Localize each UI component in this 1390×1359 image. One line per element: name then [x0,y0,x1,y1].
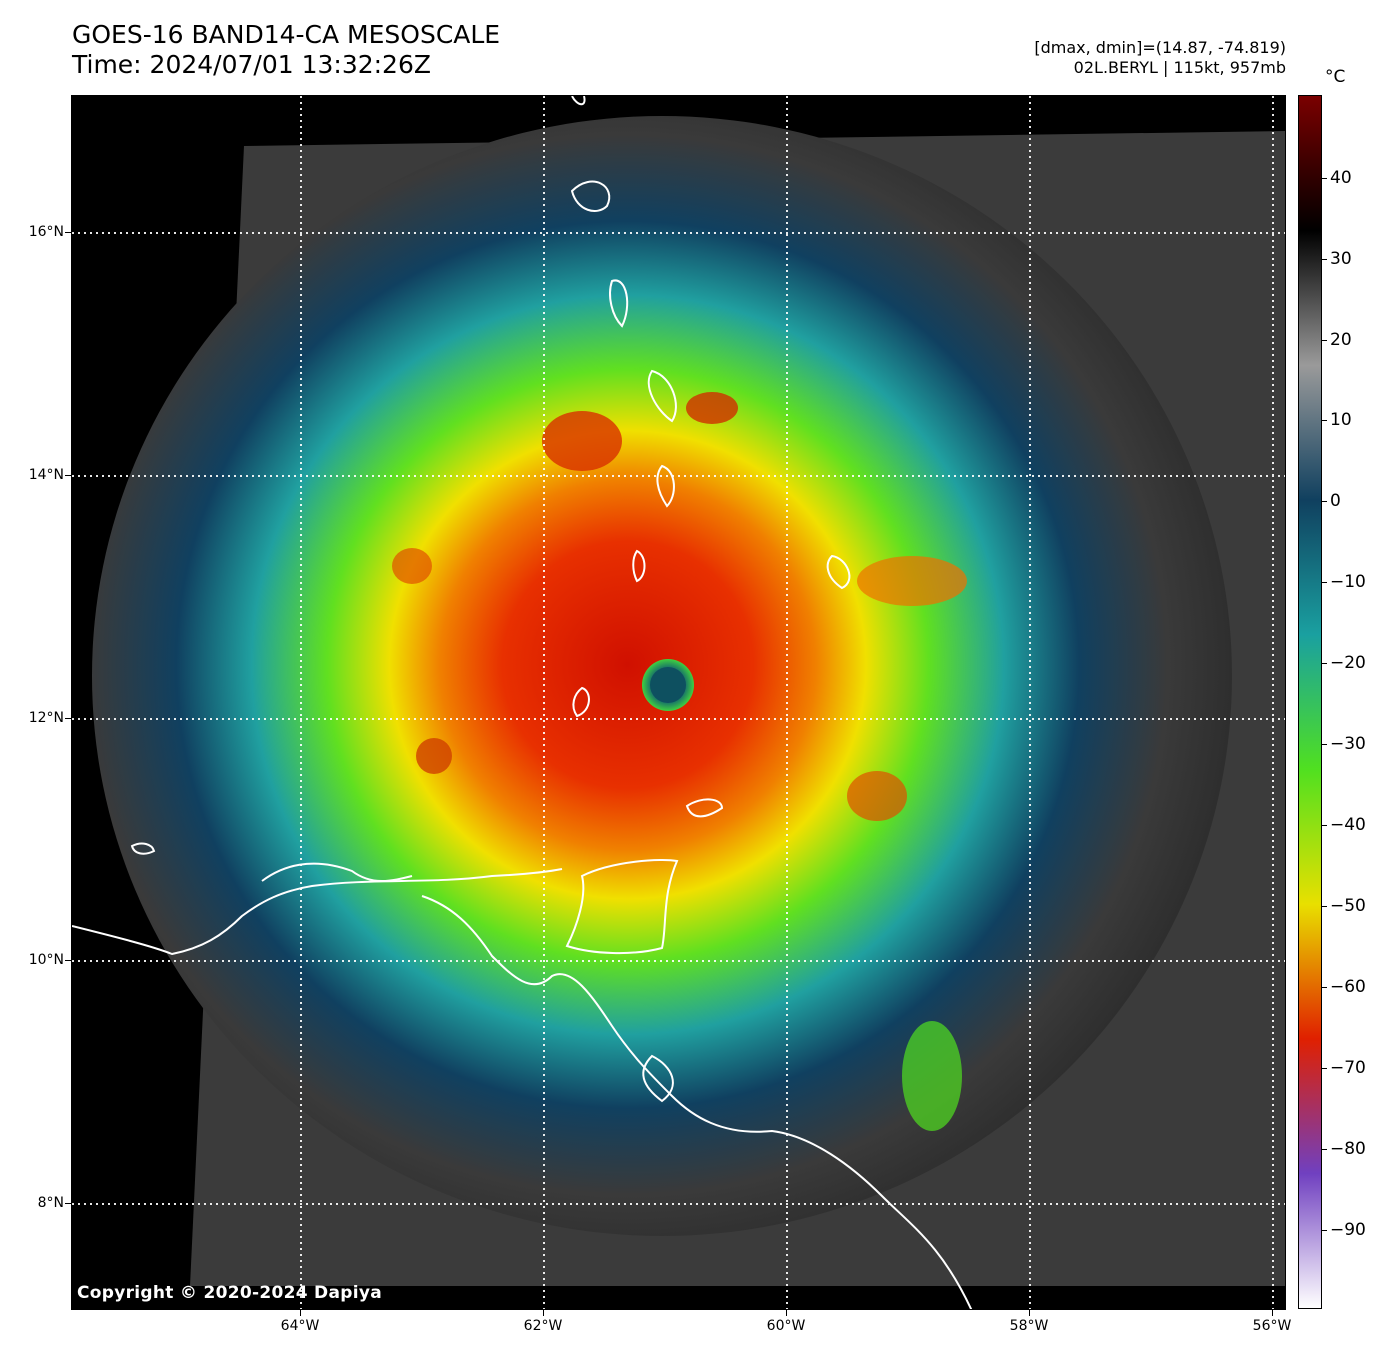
lon-label-58w: 58°W [1009,1318,1049,1334]
colorbar-label: 10 [1330,410,1352,430]
lat-tick [65,718,71,719]
colorbar-label: −30 [1330,734,1366,754]
colorbar-label: −70 [1330,1058,1366,1078]
figure-title: GOES-16 BAND14-CA MESOSCALE [72,20,501,49]
colorbar-label: −10 [1330,572,1366,592]
lat-label-16n: 16°N [28,224,64,240]
lat-tick [65,960,71,961]
copyright-text: Copyright © 2020-2024 Dapiya [77,1283,382,1303]
lon-tick [300,1310,301,1316]
colorbar-tick [1322,1230,1327,1231]
infrared-satellite-scene [72,96,1285,1309]
lat-label-10n: 10°N [28,952,64,968]
colorbar-tick [1322,501,1327,502]
lon-tick [1029,1310,1030,1316]
colorbar-label: 0 [1330,491,1341,511]
lon-label-64w: 64°W [280,1318,320,1334]
colorbar-tick [1322,420,1327,421]
figure-time: Time: 2024/07/01 13:32:26Z [72,50,431,79]
colorbar-label: 40 [1330,168,1352,188]
satellite-image [71,95,1286,1310]
lon-tick [786,1310,787,1316]
colorbar-label: 20 [1330,330,1352,350]
lat-tick [65,232,71,233]
colorbar-tick [1322,1149,1327,1150]
colorbar-tick [1322,987,1327,988]
colorbar-tick [1322,1068,1327,1069]
lat-tick [65,475,71,476]
lat-label-14n: 14°N [28,467,64,483]
lon-label-60w: 60°W [766,1318,806,1334]
colorbar-tick [1322,582,1327,583]
colorbar-label: −60 [1330,977,1366,997]
colorbar-tick [1322,340,1327,341]
storm-info: 02L.BERYL | 115kt, 957mb [1073,58,1286,77]
colorbar-tick [1322,744,1327,745]
colorbar-tick [1322,825,1327,826]
dmax-dmin-readout: [dmax, dmin]=(14.87, -74.819) [1034,38,1286,57]
colorbar-label: −80 [1330,1139,1366,1159]
colorbar-label: −40 [1330,815,1366,835]
lat-tick [65,1203,71,1204]
colorbar-label: −20 [1330,653,1366,673]
colorbar-tick [1322,906,1327,907]
colorbar-label: 30 [1330,249,1352,269]
colorbar-label: −90 [1330,1220,1366,1240]
lon-label-56w: 56°W [1252,1318,1292,1334]
colorbar-tick [1322,663,1327,664]
temperature-colorbar [1298,95,1322,1309]
lat-label-8n: 8°N [37,1195,64,1211]
colorbar-tick [1322,259,1327,260]
colorbar-unit: °C [1325,67,1346,87]
lat-label-12n: 12°N [28,710,64,726]
colorbar-label: −50 [1330,896,1366,916]
lon-tick [543,1310,544,1316]
lon-label-62w: 62°W [523,1318,563,1334]
lon-tick [1272,1310,1273,1316]
colorbar-tick [1322,178,1327,179]
